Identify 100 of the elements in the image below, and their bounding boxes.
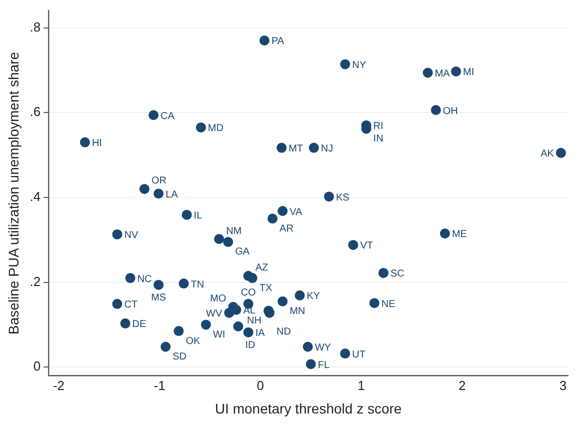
annotation: NJ: [320, 144, 334, 155]
y-axis-title: Baseline PUA utilization unemployment share: [5, 52, 22, 334]
y-tick-label: .6: [30, 104, 41, 120]
point: [154, 280, 164, 290]
annotation: GA: [235, 246, 250, 258]
annotation: SC: [390, 268, 404, 280]
point: [278, 296, 288, 306]
annotation: TN: [190, 279, 204, 290]
point: [80, 137, 90, 148]
x-axis-title: UI monetary threshold z score: [214, 400, 402, 416]
point: [378, 268, 388, 278]
y-tick-label: 0: [33, 358, 41, 374]
annotation: NE: [381, 298, 396, 310]
point: [340, 59, 350, 70]
annotation: LA: [166, 189, 178, 200]
point: [112, 229, 122, 240]
point: [223, 236, 234, 247]
annotation: KS: [336, 192, 350, 204]
point: [308, 142, 319, 153]
point: [440, 228, 450, 238]
annotation: RI: [373, 121, 384, 132]
annotation: AZ: [255, 262, 268, 274]
annotation: OH: [442, 106, 458, 117]
annotation: MA: [434, 68, 450, 80]
annotation: MO: [210, 294, 226, 305]
annotation: MT: [288, 144, 304, 155]
point: [214, 234, 224, 244]
point: [120, 318, 130, 328]
point: [451, 66, 462, 76]
annotation: VA: [290, 206, 303, 218]
point: [276, 142, 287, 153]
y-tick-label: .8: [30, 19, 41, 34]
point: [178, 278, 189, 289]
annotation: DE: [132, 319, 147, 330]
point: [148, 110, 159, 120]
point: [200, 320, 211, 330]
point: [302, 342, 313, 352]
annotation: MS: [151, 292, 166, 304]
point: [259, 35, 270, 46]
annotation: SD: [172, 352, 187, 363]
annotation: ID: [245, 340, 256, 352]
x-tick-label: 1: [358, 378, 365, 393]
point: [125, 273, 136, 284]
annotation: AR: [280, 223, 294, 234]
annotation: OR: [151, 176, 166, 187]
annotation: UT: [352, 349, 366, 360]
point: [196, 122, 206, 132]
point: [233, 321, 244, 332]
annotation: WV: [206, 308, 222, 320]
annotation: CO: [240, 288, 256, 299]
point: [174, 326, 184, 336]
point: [369, 298, 380, 308]
annotation: FL: [318, 360, 330, 371]
point: [422, 68, 433, 78]
annotation: CT: [124, 300, 138, 311]
point: [324, 192, 334, 202]
annotation: WY: [314, 342, 332, 354]
point: [112, 298, 122, 309]
annotation: MI: [463, 67, 474, 78]
point: [268, 214, 278, 224]
y-tick-label: .2: [30, 274, 41, 289]
annotation: NY: [352, 60, 366, 71]
point: [182, 210, 192, 220]
annotation: IA: [255, 328, 266, 340]
annotation: OK: [186, 336, 201, 347]
point: [243, 327, 254, 338]
annotation: AK: [540, 148, 554, 160]
annotation: NM: [226, 226, 242, 237]
point: [294, 290, 305, 300]
annotation: KY: [306, 291, 320, 302]
point: [340, 348, 350, 359]
point: [430, 105, 441, 116]
annotation: VT: [360, 240, 373, 252]
annotation: WI: [212, 329, 226, 340]
annotation: NH: [247, 315, 262, 326]
x-tick-label: 0: [256, 378, 264, 393]
annotation: NV: [124, 230, 138, 242]
point: [348, 240, 358, 250]
annotation: ME: [452, 229, 468, 240]
point: [154, 188, 164, 199]
annotation: ND: [276, 326, 291, 338]
point: [247, 273, 258, 284]
point: [160, 342, 171, 352]
annotation: CA: [160, 110, 175, 122]
annotation: PA: [271, 36, 284, 48]
x-tick-label: 3: [559, 378, 567, 393]
annotation: MD: [208, 123, 224, 134]
annotation: MN: [290, 306, 306, 318]
annotation: NC: [137, 274, 152, 285]
x-tick-label: -1: [154, 378, 166, 393]
point: [556, 148, 566, 158]
annotation: IN: [373, 133, 384, 144]
y-tick-label: .4: [30, 189, 41, 204]
annotation: TX: [259, 282, 272, 294]
point: [139, 184, 150, 194]
annotation: IL: [194, 210, 203, 222]
annotation: HI: [92, 138, 102, 150]
point: [306, 359, 316, 370]
point: [278, 206, 288, 216]
x-tick-label: 2: [458, 378, 466, 393]
